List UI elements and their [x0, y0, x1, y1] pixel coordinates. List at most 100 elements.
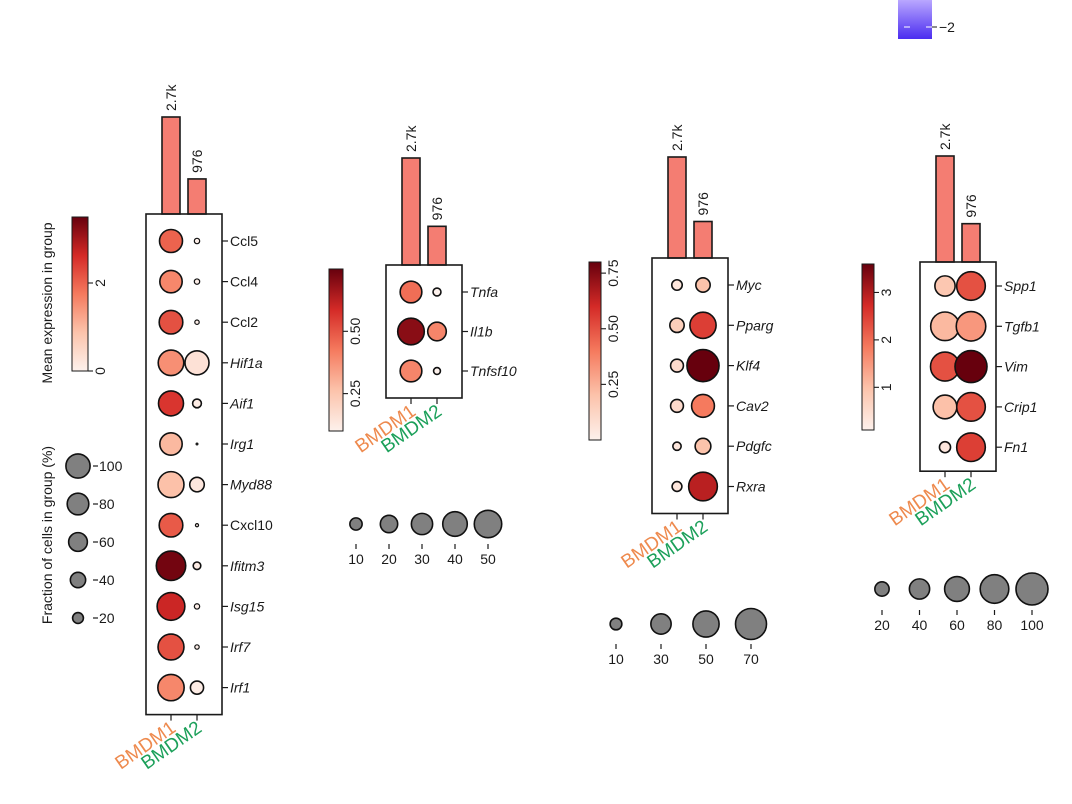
- size-legend-label: 40: [447, 551, 463, 567]
- dot-fn1-bmdm2: [955, 432, 987, 463]
- gene-label: Vim: [1004, 359, 1028, 375]
- dot-spp1-bmdm1: [934, 275, 956, 297]
- dot-ccl5-bmdm2: [193, 237, 201, 245]
- colorbar: [861, 263, 875, 431]
- dot-pparg-bmdm2: [689, 311, 717, 340]
- dot-hif1a-bmdm2: [184, 349, 210, 376]
- gene-label: Pdgfc: [736, 438, 772, 454]
- colorbar: [71, 216, 89, 372]
- size-legend-dot: [441, 510, 469, 538]
- colorbar: [588, 261, 602, 441]
- dot-ccl4-bmdm1: [159, 269, 183, 294]
- cell-count-label: 2.7k: [669, 124, 685, 151]
- dot-il1b-bmdm2: [426, 321, 448, 342]
- colorbar-tick-label: 3: [878, 288, 894, 296]
- size-legend-dot: [908, 578, 931, 600]
- dot-pparg-bmdm1: [669, 317, 685, 334]
- colorbar-tick-label: 2: [878, 336, 894, 344]
- size-legend-label: 60: [99, 534, 115, 550]
- size-legend-dot: [692, 610, 720, 638]
- dot-ccl5-bmdm1: [158, 228, 184, 254]
- size-legend-title: Fraction of cells in group (%): [39, 446, 55, 624]
- cell-count-bar: [187, 178, 207, 215]
- gene-label: Pparg: [736, 317, 774, 333]
- cell-count-label: 2.7k: [937, 123, 953, 150]
- dotplot-panel-4: 2.7k976Spp1Tgfb1VimCrip1Fn1BMDM1BMDM2123…: [861, 123, 1049, 633]
- dot-tnfa-bmdm1: [399, 280, 423, 304]
- dot-ccl2-bmdm1: [158, 309, 184, 335]
- dot-myc-bmdm2: [695, 277, 711, 293]
- cell-count-bar: [961, 222, 981, 263]
- color-legend-title: Mean expression in group: [39, 222, 55, 383]
- gene-label: Spp1: [1004, 278, 1037, 294]
- gene-label: Cav2: [736, 398, 769, 414]
- gene-label: Myc: [736, 277, 762, 293]
- dot-aif1-bmdm1: [157, 390, 185, 417]
- dot-pdgfc-bmdm1: [672, 441, 682, 452]
- dot-aif1-bmdm2: [191, 398, 203, 409]
- size-legend-dot: [1015, 572, 1049, 606]
- dot-cxcl10-bmdm2: [194, 523, 200, 528]
- cell-count-bar: [693, 220, 713, 259]
- dot-hif1a-bmdm1: [157, 349, 185, 377]
- cell-count-bar: [667, 156, 687, 259]
- colorbar-tick-label: 0.50: [347, 317, 363, 344]
- gene-label: Tnfsf10: [470, 363, 517, 379]
- dot-klf4-bmdm2: [686, 348, 720, 383]
- gene-label: Il1b: [470, 324, 493, 340]
- dot-tnfsf10-bmdm1: [399, 359, 423, 383]
- size-legend-dot: [410, 512, 434, 536]
- size-legend-label: 50: [480, 551, 496, 567]
- dot-crip1-bmdm1: [932, 394, 958, 420]
- dot-irf1-bmdm2: [189, 680, 205, 695]
- gene-label: Tgfb1: [1004, 318, 1040, 334]
- gene-label: Irf1: [230, 680, 250, 696]
- size-legend-dot: [609, 617, 623, 631]
- gene-label: Crip1: [1004, 399, 1037, 415]
- size-legend-dot: [979, 573, 1010, 605]
- cell-count-bar: [401, 157, 421, 266]
- cell-count-bar: [427, 225, 447, 266]
- cell-count-label: 2.7k: [163, 84, 179, 111]
- dot-ccl2-bmdm2: [194, 319, 200, 325]
- dot-isg15-bmdm1: [156, 591, 186, 622]
- dot-ifitm3-bmdm2: [192, 561, 202, 571]
- size-legend-dot: [69, 571, 87, 589]
- size-legend-dot: [65, 453, 91, 479]
- size-legend-label: 30: [414, 551, 430, 567]
- colorbar: [328, 268, 344, 432]
- size-legend-dot: [473, 509, 503, 539]
- dot-myd88-bmdm2: [188, 476, 206, 493]
- colorbar-tick-label: 0.50: [605, 315, 621, 342]
- size-legend-label: 50: [698, 651, 714, 667]
- corner-colorbar-tick-label: −2: [939, 19, 955, 35]
- dot-spp1-bmdm2: [955, 270, 987, 302]
- size-legend-dot: [71, 611, 85, 625]
- size-legend-label: 70: [743, 651, 759, 667]
- dotplot-panels: 2.7k 976 Ccl5 Ccl4 Ccl2 Hif1a Aif1 Irg1 Myd88 Cxc…: [65, 84, 1049, 774]
- dotplot-panel-3: 2.7k976MycPpargKlf4Cav2PdgfcRxraBMDM1BMD…: [588, 124, 774, 667]
- dot-isg15-bmdm2: [193, 603, 201, 610]
- size-legend-label: 20: [99, 610, 115, 626]
- size-legend-dot: [650, 613, 672, 635]
- dot-irf7-bmdm2: [194, 644, 200, 650]
- gene-label: Cxcl10: [230, 517, 273, 533]
- cell-count-label: 2.7k: [403, 125, 419, 152]
- colorbar-tick-label: 0.25: [347, 380, 363, 407]
- size-legend-label: 20: [874, 617, 890, 633]
- dot-vim-bmdm2: [954, 349, 988, 384]
- dot-tnfsf10-bmdm2: [432, 366, 442, 376]
- size-legend-label: 60: [949, 617, 965, 633]
- dot-myd88-bmdm1: [157, 470, 185, 499]
- size-legend-label: 40: [99, 572, 115, 588]
- dot-rxra-bmdm2: [687, 471, 719, 502]
- dot-tnfa-bmdm2: [432, 287, 442, 297]
- cell-count-bar: [935, 155, 955, 263]
- corner-colorbar: −2: [898, 0, 955, 39]
- dotplot-frame: [651, 257, 729, 515]
- gene-label: Irg1: [230, 436, 254, 452]
- size-legend-dot: [67, 531, 89, 553]
- gene-label: Hif1a: [230, 355, 263, 371]
- dot-cxcl10-bmdm1: [158, 512, 184, 538]
